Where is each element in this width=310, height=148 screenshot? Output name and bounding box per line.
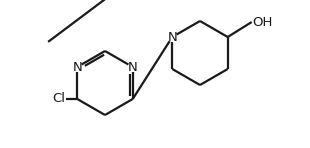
Text: Cl: Cl <box>52 92 65 106</box>
Text: N: N <box>73 61 82 74</box>
Text: N: N <box>167 30 177 44</box>
Text: N: N <box>128 61 138 74</box>
Text: OH: OH <box>253 16 273 29</box>
